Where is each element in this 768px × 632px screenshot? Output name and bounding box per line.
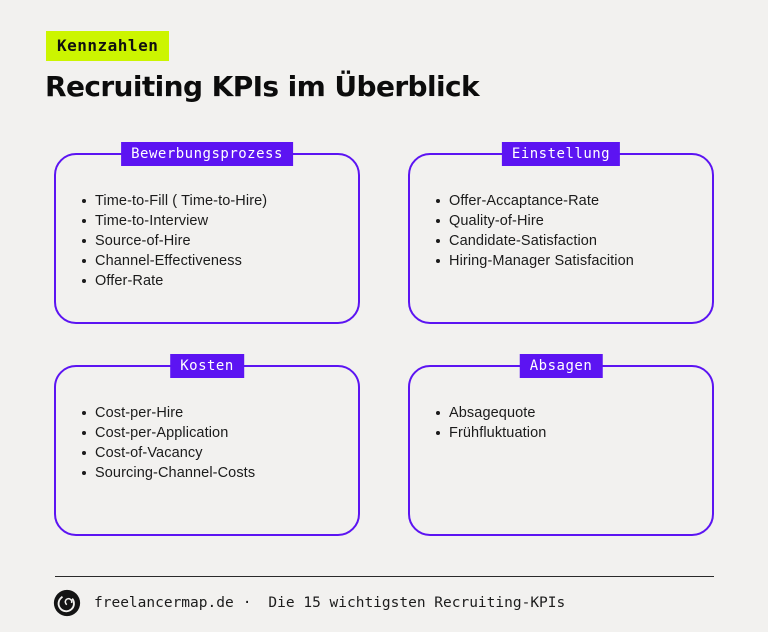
card-label: Bewerbungsprozess bbox=[121, 142, 293, 166]
kpi-item: Channel-Effectiveness bbox=[80, 251, 346, 271]
footer: freelancermap.de · Die 15 wichtigsten Re… bbox=[52, 588, 565, 618]
card-absagen: Absagen Absagequote Frühfluktuation bbox=[408, 354, 714, 536]
kpi-item: Candidate-Satisfaction bbox=[434, 231, 700, 251]
footer-text: freelancermap.de · Die 15 wichtigsten Re… bbox=[94, 595, 565, 611]
card-kosten: Kosten Cost-per-Hire Cost-per-Applicatio… bbox=[54, 354, 360, 536]
page-title: Recruiting KPIs im Überblick bbox=[45, 70, 480, 103]
kpi-item: Frühfluktuation bbox=[434, 423, 700, 443]
freelancermap-logo-icon bbox=[52, 588, 82, 618]
kpi-item: Offer-Accaptance-Rate bbox=[434, 191, 700, 211]
footer-tagline: Die 15 wichtigsten Recruiting-KPIs bbox=[268, 595, 566, 611]
kpi-list: Offer-Accaptance-Rate Quality-of-Hire Ca… bbox=[434, 191, 700, 271]
brand-name: freelancermap.de bbox=[94, 595, 234, 611]
kpi-item: Hiring-Manager Satisfacition bbox=[434, 251, 700, 271]
kennzahlen-badge: Kennzahlen bbox=[46, 31, 170, 61]
card-label: Kosten bbox=[170, 354, 244, 378]
card-bewerbungsprozess: Bewerbungsprozess Time-to-Fill ( Time-to… bbox=[54, 142, 360, 324]
kpi-item: Cost-of-Vacancy bbox=[80, 443, 346, 463]
card-label: Absagen bbox=[519, 354, 603, 378]
kpi-item: Time-to-Interview bbox=[80, 211, 346, 231]
kpi-item: Cost-per-Hire bbox=[80, 403, 346, 423]
card-label: Einstellung bbox=[501, 142, 621, 166]
kpi-list: Absagequote Frühfluktuation bbox=[434, 403, 700, 443]
kpi-list: Time-to-Fill ( Time-to-Hire) Time-to-Int… bbox=[80, 191, 346, 291]
kpi-item: Absagequote bbox=[434, 403, 700, 423]
kpi-item: Source-of-Hire bbox=[80, 231, 346, 251]
kpi-item: Offer-Rate bbox=[80, 271, 346, 291]
kpi-item: Quality-of-Hire bbox=[434, 211, 700, 231]
kpi-item: Sourcing-Channel-Costs bbox=[80, 463, 346, 483]
kpi-item: Time-to-Fill ( Time-to-Hire) bbox=[80, 191, 346, 211]
footer-separator: · bbox=[242, 595, 252, 611]
card-einstellung: Einstellung Offer-Accaptance-Rate Qualit… bbox=[408, 142, 714, 324]
footer-divider bbox=[55, 576, 714, 577]
kpi-item: Cost-per-Application bbox=[80, 423, 346, 443]
kpi-list: Cost-per-Hire Cost-per-Application Cost-… bbox=[80, 403, 346, 483]
